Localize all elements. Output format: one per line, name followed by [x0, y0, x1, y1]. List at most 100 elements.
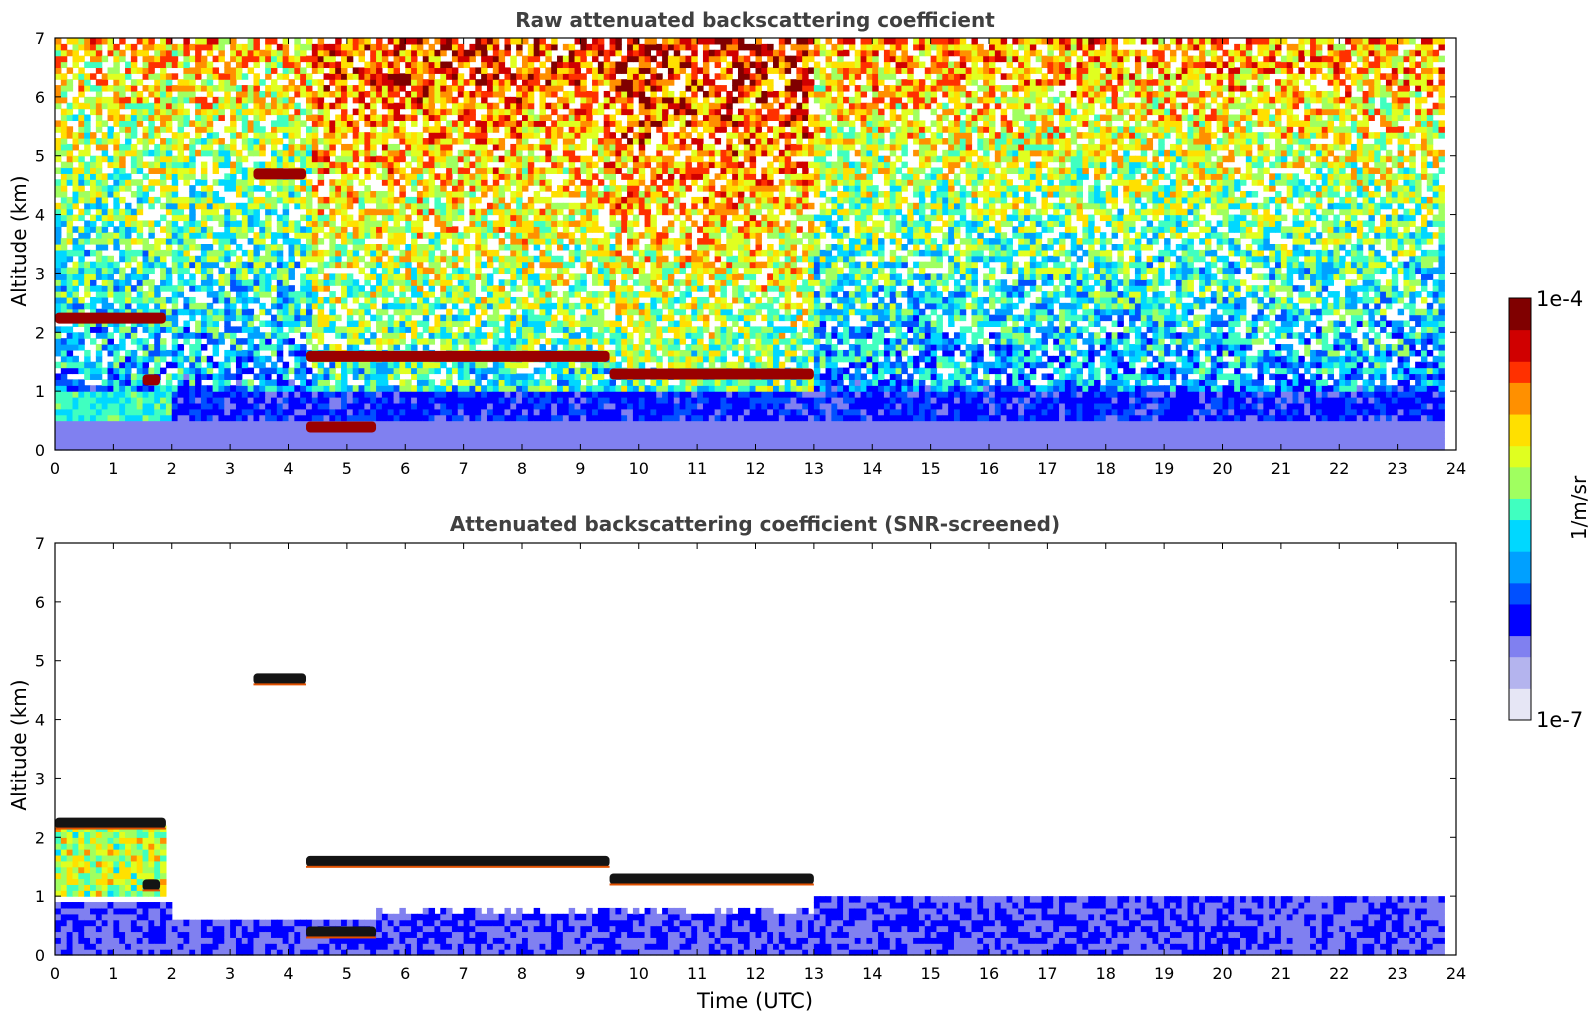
- heatmap-cell: [551, 120, 558, 127]
- heatmap-cell: [60, 167, 68, 174]
- heatmap-cell: [405, 296, 412, 304]
- heatmap-cell: [504, 426, 511, 433]
- heatmap-cell: [463, 414, 471, 422]
- heatmap-cell: [148, 408, 155, 416]
- heatmap-cell: [218, 96, 225, 104]
- heatmap-cell: [539, 238, 546, 245]
- heatmap-cell: [113, 85, 120, 92]
- heatmap-cell: [148, 196, 155, 204]
- heatmap-cell: [376, 402, 383, 410]
- heatmap-cell: [311, 438, 319, 445]
- heatmap-cell: [551, 132, 558, 139]
- heatmap-cell: [66, 273, 74, 280]
- heatmap-cell: [212, 326, 220, 333]
- heatmap-cell: [306, 202, 313, 210]
- heatmap-cell: [160, 226, 167, 233]
- heatmap-cell: [446, 326, 453, 333]
- heatmap-cell: [90, 43, 97, 51]
- heatmap-cell: [276, 314, 284, 322]
- heatmap-cell: [475, 267, 482, 275]
- heatmap-cell: [206, 302, 214, 310]
- heatmap-cell: [545, 444, 552, 451]
- heatmap-cell: [469, 173, 476, 180]
- heatmap-cell: [481, 226, 488, 233]
- heatmap-cell: [510, 385, 517, 392]
- heatmap-cell: [341, 261, 348, 269]
- heatmap-cell: [212, 414, 220, 422]
- heatmap-cell: [317, 161, 325, 169]
- heatmap-cell: [440, 96, 447, 104]
- heatmap-cell: [212, 432, 220, 439]
- heatmap-cell: [200, 414, 208, 422]
- heatmap-cell: [498, 314, 506, 322]
- heatmap-cell: [434, 108, 441, 116]
- heatmap-cell: [142, 138, 149, 145]
- heatmap-cell: [306, 414, 313, 422]
- heatmap-cell: [66, 249, 74, 257]
- heatmap-cell: [119, 102, 126, 110]
- heatmap-cell: [253, 90, 260, 98]
- heatmap-cell: [300, 314, 307, 322]
- heatmap-cell: [165, 85, 173, 92]
- heatmap-cell: [492, 120, 500, 127]
- heatmap-cell: [253, 208, 260, 216]
- heatmap-cell: [405, 279, 412, 286]
- heatmap-cell: [113, 73, 120, 80]
- heatmap-cell: [364, 444, 371, 451]
- heatmap-cell: [66, 326, 74, 333]
- heatmap-cell: [387, 432, 395, 439]
- heatmap-cell: [148, 55, 155, 63]
- heatmap-cell: [200, 402, 208, 410]
- heatmap-cell: [247, 67, 255, 74]
- heatmap-cell: [492, 285, 500, 292]
- heatmap-cell: [364, 226, 371, 233]
- heatmap-cell: [405, 385, 412, 392]
- heatmap-cell: [492, 167, 500, 174]
- heatmap-cell: [113, 67, 120, 74]
- heatmap-cell: [533, 420, 541, 428]
- heatmap-cell: [148, 367, 155, 375]
- heatmap-cell: [335, 397, 342, 404]
- heatmap-cell: [527, 314, 535, 322]
- heatmap-cell: [235, 338, 243, 345]
- heatmap-cell: [276, 408, 284, 416]
- heatmap-cell: [183, 79, 190, 86]
- heatmap-cell: [177, 332, 185, 339]
- heatmap-cell: [247, 320, 255, 327]
- heatmap-cell: [55, 73, 62, 80]
- heatmap-cell: [195, 85, 202, 92]
- heatmap-cell: [522, 232, 529, 239]
- heatmap-cell: [160, 308, 167, 316]
- heatmap-cell: [55, 408, 62, 416]
- heatmap-cell: [370, 302, 377, 310]
- heatmap-cell: [317, 49, 325, 57]
- heatmap-cell: [446, 279, 453, 286]
- heatmap-cell: [306, 338, 313, 345]
- heatmap-cell: [195, 349, 202, 357]
- heatmap-cell: [241, 261, 249, 269]
- heatmap-cell: [527, 426, 535, 433]
- heatmap-cell: [446, 408, 453, 416]
- heatmap-cell: [270, 397, 278, 404]
- heatmap-cell: [405, 179, 412, 186]
- heatmap-cell: [195, 102, 202, 110]
- heatmap-cell: [335, 391, 342, 398]
- heatmap-cell: [510, 402, 517, 410]
- heatmap-cell: [90, 414, 97, 422]
- heatmap-cell: [451, 291, 459, 298]
- heatmap-cell: [90, 191, 97, 198]
- heatmap-cell: [224, 232, 231, 239]
- heatmap-cell: [189, 67, 196, 74]
- heatmap-cell: [177, 155, 185, 163]
- heatmap-cell: [55, 267, 62, 275]
- heatmap-cell: [78, 279, 85, 286]
- heatmap-cell: [335, 196, 342, 204]
- heatmap-cell: [341, 279, 348, 286]
- heatmap-cell: [90, 226, 97, 233]
- heatmap-cell: [475, 90, 482, 98]
- heatmap-cell: [160, 414, 167, 422]
- heatmap-cell: [381, 179, 389, 186]
- heatmap-cell: [195, 120, 202, 127]
- heatmap-cell: [195, 202, 202, 210]
- heatmap-cell: [516, 132, 523, 139]
